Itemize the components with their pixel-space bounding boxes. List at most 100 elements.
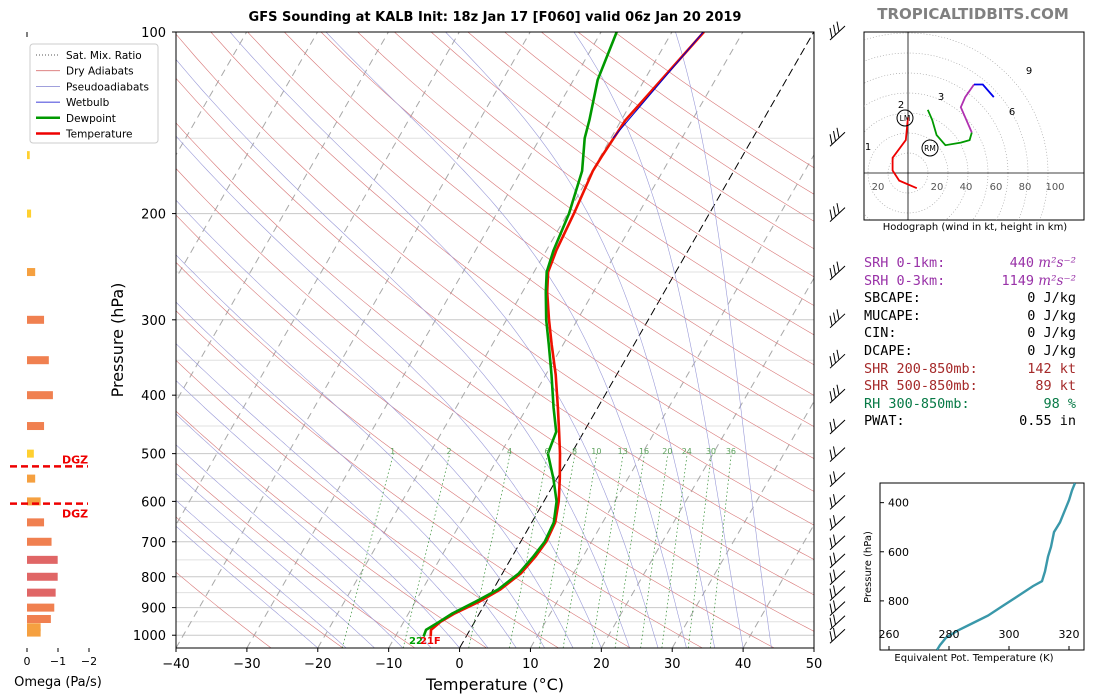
hodograph-height-label: 2 <box>898 100 904 111</box>
pseudoadiabat <box>176 413 432 648</box>
dry-adiabat <box>176 214 775 648</box>
wind-barb-flag <box>836 309 840 320</box>
dgz-label: DGZ <box>62 453 88 466</box>
hodograph-trace <box>959 83 975 133</box>
mixing-ratio-line <box>538 453 576 648</box>
dry-adiabat <box>320 32 814 396</box>
stat-value-number: 89 kt <box>1035 378 1076 395</box>
dry-adiabat <box>176 261 703 648</box>
wind-barb <box>829 552 846 569</box>
pseudoadiabat <box>176 499 347 648</box>
omega-bar <box>27 391 53 400</box>
y-tick-label: 500 <box>141 448 166 463</box>
wind-barb <box>829 418 846 435</box>
wind-barb-flag <box>829 267 833 279</box>
stat-value-number: 0 J/kg <box>1027 307 1076 324</box>
stat-label: SRH 0-3km: <box>864 272 946 289</box>
wind-barb-flag <box>829 356 833 367</box>
omega-bar <box>27 209 32 218</box>
isotherm-line <box>0 32 34 648</box>
stat-value: 0 J/kg <box>1027 290 1076 308</box>
dry-adiabat <box>247 32 814 459</box>
wind-barb-flag <box>829 603 833 614</box>
x-tick-label: 30 <box>664 657 681 672</box>
wind-barb <box>829 627 846 644</box>
theta-e-x-tick-label: 320 <box>1059 628 1080 641</box>
hodograph-tick-label: 20 <box>931 182 944 193</box>
wind-barb-flag <box>833 552 836 563</box>
theta-e-frame <box>879 482 1085 651</box>
hodograph-tick-label: 80 <box>1019 182 1032 193</box>
y-tick-label: 300 <box>141 314 166 329</box>
wind-barb <box>829 569 846 586</box>
mixing-ratio-line <box>709 453 732 648</box>
isotherm-line <box>176 32 318 280</box>
y-tick-label: 400 <box>141 389 166 404</box>
x-tick-label: 0 <box>455 657 463 672</box>
omega-panel: 0 −1 −2 Omega (Pa/s) DGZ DGZ <box>10 32 102 690</box>
y-tick-label: 800 <box>141 571 166 586</box>
stat-unit: m²s⁻² <box>1034 272 1076 289</box>
hodograph-height-label: 9 <box>1026 66 1032 77</box>
omega-tick-label: −1 <box>50 655 66 668</box>
omega-tick-label: 0 <box>24 655 31 668</box>
pseudoadiabat <box>229 32 659 648</box>
mixing-ratio-label: 4 <box>507 447 512 456</box>
wind-barb-flag <box>829 421 833 433</box>
wind-barb-flag <box>829 631 833 642</box>
dry-adiabat <box>176 33 814 526</box>
isotherm-line <box>176 32 248 156</box>
theta-e-x-tick-label: 260 <box>879 628 900 641</box>
stat-unit: m²s⁻² <box>1034 255 1076 271</box>
wind-barb <box>829 471 846 487</box>
wind-barb-flag <box>836 21 840 32</box>
mixing-ratio-label: 36 <box>726 447 736 456</box>
wind-barb-flag <box>833 534 836 545</box>
wind-barb-shaft <box>829 131 846 147</box>
x-tick-label: −30 <box>233 657 260 672</box>
dry-adiabat <box>176 516 344 648</box>
wind-barb-flag <box>833 387 836 399</box>
wind-barb-flag <box>833 446 836 457</box>
omega-bar <box>27 422 45 431</box>
stat-value: 0.55 in <box>1019 413 1076 431</box>
stat-value-number: 440 <box>1009 255 1035 271</box>
hodograph-height-label: 3 <box>938 92 944 103</box>
x-tick-label: 20 <box>593 657 610 672</box>
hodograph-trace <box>974 83 995 98</box>
theta-e-y-tick-label: 600 <box>888 546 909 559</box>
hodograph-marker-label: LM <box>900 114 911 123</box>
y-tick-label: 1000 <box>133 629 166 644</box>
wind-barb <box>829 600 846 616</box>
legend-label: Dry Adiabats <box>66 66 134 78</box>
site-brand: TROPICALTIDBITS.COM <box>877 5 1069 23</box>
stat-value-number: 1149 <box>1001 272 1035 289</box>
hodograph-height-label: 6 <box>1009 107 1015 118</box>
stat-row: SHR 500-850mb: 89 kt <box>864 378 1076 396</box>
pseudoadiabat <box>176 444 404 648</box>
legend-label: Sat. Mix. Ratio <box>66 50 142 62</box>
wind-barb-flag <box>829 588 833 599</box>
stat-label: CIN: <box>864 325 897 342</box>
wind-barb-shaft <box>829 570 846 586</box>
theta-e-panel: 260 280 300 320 400 600 800 Equivalent Pot. Tem… <box>863 482 1085 664</box>
wind-barbs <box>829 21 846 644</box>
omega-bar <box>27 572 58 581</box>
wind-barb-shaft <box>829 447 846 462</box>
pseudoadiabat <box>176 343 489 648</box>
pseudoadiabat <box>176 525 318 648</box>
mixing-ratio-line <box>661 453 688 648</box>
stat-value: 0 J/kg <box>1027 308 1076 326</box>
wind-barb-flag <box>833 614 836 625</box>
wind-barb-shaft <box>829 25 846 41</box>
pseudoadiabat <box>176 301 517 648</box>
dry-adiabat <box>430 32 814 306</box>
wind-barb-shaft <box>829 388 846 404</box>
wind-barb-flag <box>833 585 836 596</box>
x-tick-label: −10 <box>375 657 402 672</box>
omega-bar <box>27 151 30 160</box>
omega-bar <box>27 497 41 506</box>
pseudoadiabat <box>176 135 602 648</box>
mixing-ratio-line <box>402 453 451 648</box>
stat-label: SHR 500-850mb: <box>864 378 978 395</box>
